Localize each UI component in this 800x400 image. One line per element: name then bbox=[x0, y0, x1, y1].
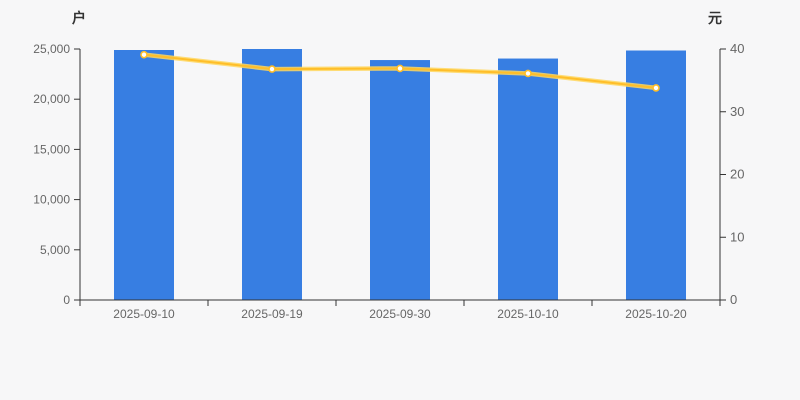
left-axis-unit-label: 户 bbox=[72, 10, 86, 26]
left-axis-tick-label: 20,000 bbox=[33, 92, 70, 106]
right-axis-tick-label: 10 bbox=[730, 229, 744, 244]
price-point-2025-10-20[interactable] bbox=[652, 84, 660, 92]
right-axis-tick-label: 20 bbox=[730, 167, 744, 182]
bar-2025-10-10[interactable] bbox=[498, 58, 558, 301]
left-axis-tick-label: 10,000 bbox=[33, 193, 70, 207]
right-axis-tick-label: 0 bbox=[730, 292, 737, 307]
price-point-2025-09-30[interactable] bbox=[396, 64, 404, 73]
x-axis-category-label: 2025-10-10 bbox=[497, 307, 559, 321]
right-axis-unit-label: 元 bbox=[708, 10, 722, 26]
bar-2025-09-30[interactable] bbox=[370, 60, 430, 300]
x-axis-category-label: 2025-10-20 bbox=[625, 307, 687, 321]
bar-2025-10-20[interactable] bbox=[626, 50, 686, 301]
price-point-2025-09-10[interactable] bbox=[140, 50, 148, 59]
bar-2025-09-19[interactable] bbox=[242, 49, 302, 300]
x-axis-category-label: 2025-09-19 bbox=[241, 307, 303, 321]
price-point-2025-09-19[interactable] bbox=[268, 65, 276, 73]
left-axis-tick-label: 15,000 bbox=[33, 142, 70, 156]
x-axis-category-label: 2025-09-10 bbox=[113, 307, 175, 321]
x-axis-category-label: 2025-09-30 bbox=[369, 307, 431, 321]
right-axis-tick-label: 30 bbox=[730, 104, 744, 119]
right-axis-tick-label: 40 bbox=[730, 41, 744, 56]
bar-2025-09-10[interactable] bbox=[114, 50, 174, 301]
left-axis-tick-label: 5,000 bbox=[40, 243, 70, 257]
price-point-2025-10-10[interactable] bbox=[524, 69, 532, 78]
left-axis-tick-label: 25,000 bbox=[33, 42, 70, 56]
left-axis-tick-label: 0 bbox=[63, 293, 70, 307]
